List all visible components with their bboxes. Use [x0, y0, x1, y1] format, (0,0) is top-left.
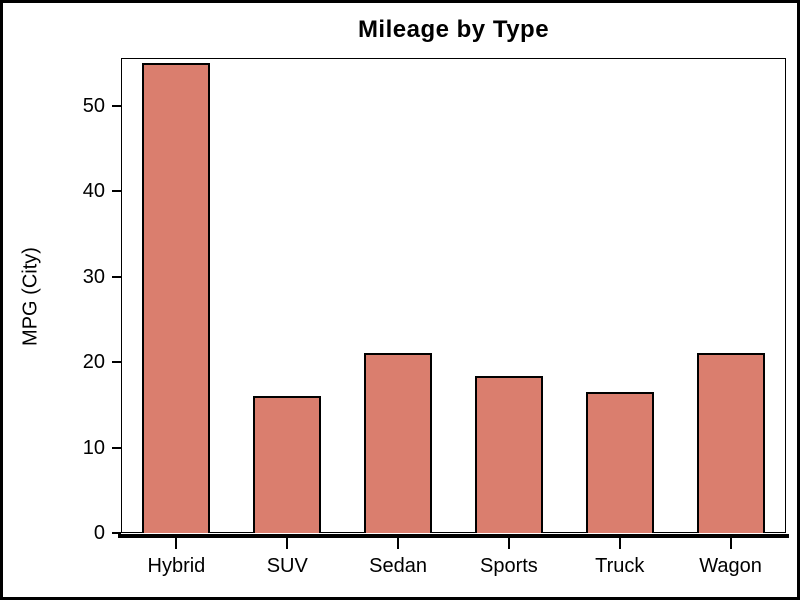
y-tick-mark: [112, 105, 121, 107]
y-tick-label: 40: [82, 180, 105, 203]
y-tick-label: 50: [82, 95, 105, 117]
x-tick-mark: [507, 538, 510, 549]
y-tick-mark: [112, 532, 121, 534]
x-tick-mark: [397, 538, 400, 549]
bar-truck: [585, 392, 654, 533]
bar-sedan: [364, 352, 433, 533]
x-tick-mark: [729, 538, 732, 549]
chart-title: Mileage by Type: [357, 16, 550, 43]
x-category-label: Hybrid: [147, 555, 206, 577]
y-tick-mark: [112, 361, 121, 364]
bar-wagon: [696, 352, 765, 533]
y-tick-label: 30: [82, 265, 105, 288]
bar-suv: [253, 395, 322, 533]
x-category-label: SUV: [266, 555, 308, 577]
y-tick-mark: [112, 275, 121, 278]
plot-area: [121, 58, 786, 533]
x-category-label: Truck: [595, 555, 645, 577]
x-category-label: Sports: [480, 555, 538, 577]
x-category-label: Wagon: [699, 555, 762, 577]
bar-sports: [474, 375, 543, 533]
x-tick-mark: [618, 538, 621, 549]
x-axis-baseline: [118, 534, 789, 538]
y-tick-mark: [112, 446, 121, 449]
y-axis-title: MPG (City): [19, 247, 42, 346]
y-tick-label: 0: [93, 522, 105, 544]
y-tick-label: 20: [82, 351, 105, 374]
x-category-label: Sedan: [369, 555, 427, 577]
x-tick-mark: [286, 538, 289, 549]
bar-hybrid: [142, 63, 211, 533]
y-tick-mark: [112, 190, 121, 193]
y-tick-label: 10: [82, 436, 105, 459]
x-tick-mark: [175, 538, 178, 549]
